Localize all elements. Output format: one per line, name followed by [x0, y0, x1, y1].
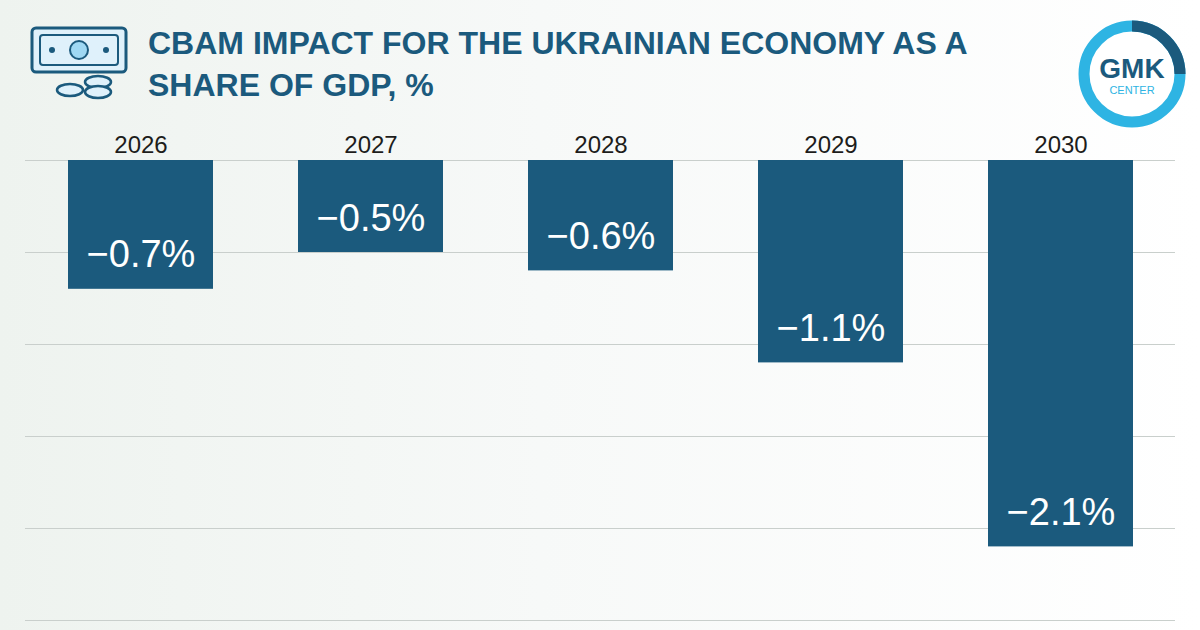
html-text:CBAM IMPACT FOR THE UKRAINIAN: CBAM IMPACT FOR THE UKRAINIAN ECONOMY AS… [148, 25, 967, 103]
svg-text:2027: 2027 [344, 131, 397, 158]
svg-text:GMK: GMK [1099, 53, 1164, 84]
svg-text:−1.1%: −1.1% [777, 307, 886, 349]
svg-text:−0.7%: −0.7% [87, 233, 196, 275]
svg-text:−0.6%: −0.6% [547, 215, 656, 257]
svg-text:2030: 2030 [1034, 131, 1087, 158]
svg-text:2026: 2026 [114, 131, 167, 158]
svg-text:2028: 2028 [574, 131, 627, 158]
svg-text:−2.1%: −2.1% [1007, 491, 1116, 533]
svg-text:−0.5%: −0.5% [317, 197, 426, 239]
svg-text:CENTER: CENTER [1109, 84, 1154, 96]
svg-text:2029: 2029 [804, 131, 857, 158]
